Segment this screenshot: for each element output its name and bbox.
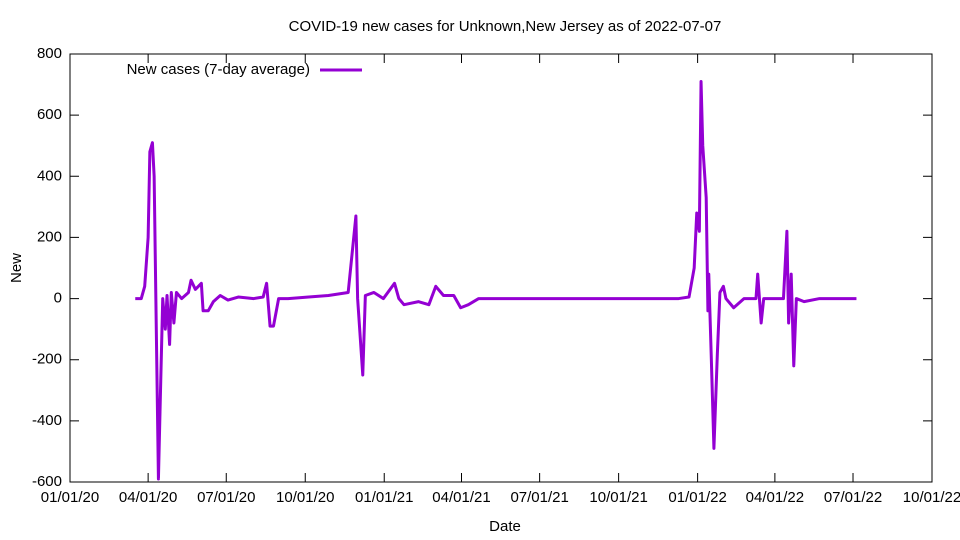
x-tick-label: 10/01/20 [276, 489, 334, 506]
x-tick-label: 01/01/20 [41, 489, 99, 506]
y-tick-label: -400 [32, 412, 62, 429]
x-tick-label: 01/01/22 [668, 489, 726, 506]
x-tick-label: 04/01/21 [432, 489, 490, 506]
y-tick-label: 0 [54, 290, 62, 307]
y-tick-label: -200 [32, 351, 62, 368]
y-tick-label: 800 [37, 45, 62, 62]
x-tick-label: 01/01/21 [355, 489, 413, 506]
x-tick-label: 04/01/20 [119, 489, 177, 506]
x-tick-label: 07/01/20 [197, 489, 255, 506]
x-tick-label: 07/01/21 [510, 489, 568, 506]
y-tick-label: 600 [37, 106, 62, 123]
x-tick-label: 10/01/21 [589, 489, 647, 506]
x-axis-label: Date [489, 518, 521, 535]
x-tick-label: 04/01/22 [746, 489, 804, 506]
x-tick-label: 07/01/22 [824, 489, 882, 506]
legend-label: New cases (7-day average) [127, 61, 310, 78]
plot-frame [69, 53, 933, 483]
y-tick-label: -600 [32, 473, 62, 490]
x-tick-label: 10/01/22 [903, 489, 960, 506]
series-line [135, 80, 857, 481]
y-axis-label: New [8, 253, 25, 283]
chart-title: COVID-19 new cases for Unknown,New Jerse… [289, 18, 722, 35]
y-tick-label: 200 [37, 228, 62, 245]
y-tick-label: 400 [37, 167, 62, 184]
